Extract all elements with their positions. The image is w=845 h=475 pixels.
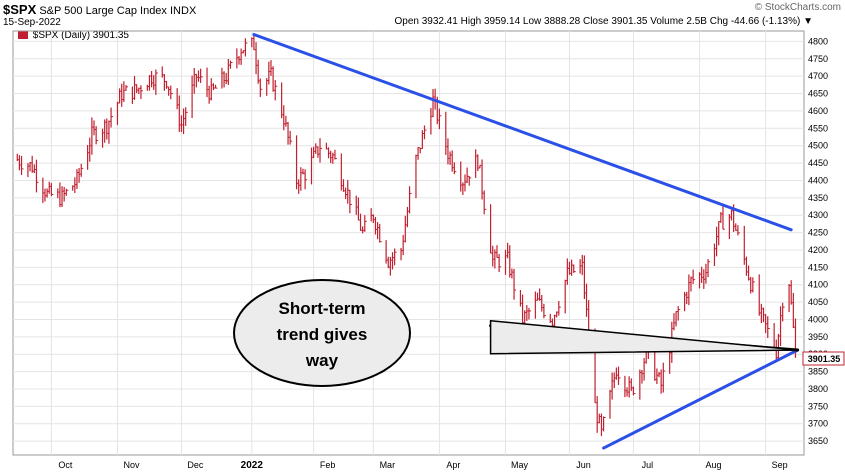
last-price-label: 3901.35 <box>808 354 841 364</box>
chart-date: 15-Sep-2022 <box>3 17 61 28</box>
x-tick-label: Jul <box>642 460 654 470</box>
y-tick-label: 4750 <box>808 54 828 64</box>
y-tick-label: 4500 <box>808 141 828 151</box>
x-tick-label: May <box>511 460 529 470</box>
annotation-bubble: Short-term trend gives way <box>233 279 411 387</box>
symbol-name: S&P 500 Large Cap Index <box>39 5 167 17</box>
last-price-marker: 3901.35 <box>802 351 845 366</box>
annotation-line-1: Short-term <box>279 299 366 318</box>
y-tick-label: 3950 <box>808 332 828 342</box>
y-tick-label: 4050 <box>808 297 828 307</box>
y-tick-label: 4200 <box>808 245 828 255</box>
x-tick-label: Oct <box>58 460 73 470</box>
y-tick-label: 3850 <box>808 367 828 377</box>
x-tick-label: Nov <box>123 460 140 470</box>
x-tick-label: Feb <box>320 460 336 470</box>
y-tick-label: 3650 <box>808 436 828 446</box>
y-tick-label: 4400 <box>808 175 828 185</box>
trendline-support <box>602 348 800 450</box>
y-tick-label: 4300 <box>808 210 828 220</box>
annotation-ellipse <box>233 279 411 387</box>
watermark: © StockCharts.com <box>754 2 841 13</box>
y-tick-label: 3750 <box>808 401 828 411</box>
y-tick-label: 4600 <box>808 106 828 116</box>
exchange: INDX <box>170 5 197 17</box>
x-tick-label: Mar <box>380 460 396 470</box>
y-tick-label: 4650 <box>808 89 828 99</box>
trendline-resistance <box>252 32 793 232</box>
y-tick-label: 4350 <box>808 193 828 203</box>
y-tick-label: 3700 <box>808 419 828 429</box>
symbol: $SPX <box>3 2 37 17</box>
legend: $SPX (Daily) 3901.35 <box>18 30 129 41</box>
legend-label: $SPX (Daily) 3901.35 <box>32 30 129 41</box>
x-tick-label: Dec <box>187 460 204 470</box>
annotation-line-3: way <box>305 351 339 370</box>
legend-swatch <box>18 31 28 40</box>
y-tick-label: 4150 <box>808 262 828 272</box>
x-tick-label: Apr <box>446 460 460 470</box>
x-tick-label: Aug <box>706 460 722 470</box>
y-tick-label: 4250 <box>808 228 828 238</box>
annotation-pointer <box>489 319 798 355</box>
annotation-line-2: trend gives <box>277 325 368 344</box>
x-tick-label: Jun <box>576 460 591 470</box>
y-tick-label: 4550 <box>808 123 828 133</box>
last-price-box <box>802 351 845 366</box>
y-tick-label: 4800 <box>808 36 828 46</box>
plot-frame <box>12 30 805 456</box>
y-tick-label: 4100 <box>808 280 828 290</box>
chart-header: $SPX S&P 500 Large Cap Index INDX <box>3 2 196 17</box>
y-tick-label: 3800 <box>808 384 828 394</box>
y-tick-label: 4700 <box>808 71 828 81</box>
x-tick-label: Sep <box>772 460 788 470</box>
y-tick-label: 4000 <box>808 314 828 324</box>
quote-line: Open 3932.41 High 3959.14 Low 3888.28 Cl… <box>394 16 813 27</box>
x-tick-label: 2022 <box>241 460 264 471</box>
y-tick-label: 4450 <box>808 158 828 168</box>
